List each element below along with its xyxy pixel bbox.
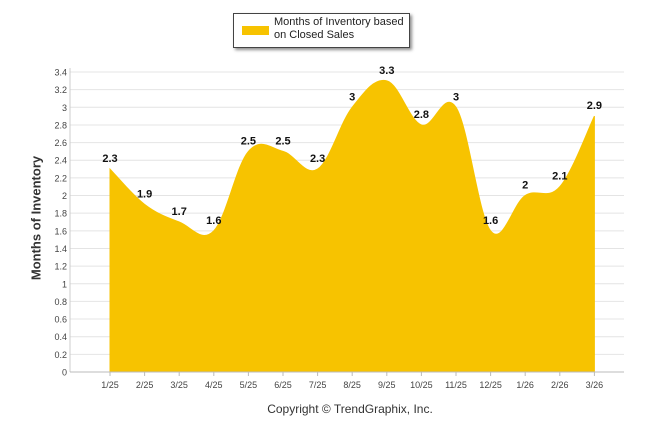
x-tick-label: 5/25: [240, 380, 258, 390]
x-tick-label: 2/26: [551, 380, 569, 390]
y-tick-label: 1.2: [54, 262, 67, 272]
data-label: 3: [349, 91, 355, 103]
data-label: 3.3: [379, 65, 394, 77]
x-tick-label: 9/25: [378, 380, 396, 390]
y-tick-label: 0.2: [54, 350, 67, 360]
data-label: 2: [522, 180, 528, 192]
data-label: 1.7: [172, 206, 187, 218]
y-tick-label: 1.6: [54, 226, 67, 236]
legend-swatch: [242, 26, 269, 35]
x-tick-label: 11/25: [445, 380, 467, 390]
data-label: 1.6: [206, 215, 221, 227]
data-label: 2.3: [102, 153, 117, 165]
x-tick-label: 1/26: [516, 380, 534, 390]
y-tick-label: 1: [62, 279, 67, 289]
y-tick-label: 0.4: [54, 332, 67, 342]
data-label: 2.3: [310, 153, 325, 165]
y-tick-label: 3.2: [54, 85, 67, 95]
data-label: 2.5: [241, 135, 256, 147]
y-tick-label: 0.8: [54, 297, 67, 307]
y-tick-label: 2.4: [54, 156, 67, 166]
y-tick-label: 1.8: [54, 209, 67, 219]
x-tick-label: 6/25: [274, 380, 292, 390]
y-tick-label: 2.6: [54, 138, 67, 148]
y-tick-label: 2.2: [54, 173, 67, 183]
y-tick-label: 3.4: [54, 68, 67, 78]
x-tick-label: 12/25: [479, 380, 502, 390]
x-tick-label: 10/25: [410, 380, 433, 390]
y-tick-label: 3: [62, 103, 67, 113]
y-tick-label: 1.4: [54, 244, 67, 254]
x-tick-label: 3/25: [170, 380, 188, 390]
area-series: [109, 79, 595, 373]
data-label: 1.6: [483, 215, 498, 227]
y-tick-label: 0: [62, 368, 67, 378]
y-tick-label: 2: [62, 191, 67, 201]
data-label: 3: [453, 91, 459, 103]
data-label: 2.9: [587, 100, 602, 112]
x-tick-label: 1/25: [101, 380, 119, 390]
x-tick-label: 8/25: [343, 380, 361, 390]
x-tick-label: 3/26: [586, 380, 604, 390]
data-label: 2.1: [552, 171, 567, 183]
y-axis-title: Months of Inventory: [28, 155, 44, 281]
data-label: 2.5: [275, 135, 290, 147]
y-tick-label: 2.8: [54, 120, 67, 130]
x-tick-label: 4/25: [205, 380, 223, 390]
y-tick-label: 0.6: [54, 315, 67, 325]
data-label: 2.8: [414, 109, 429, 121]
x-tick-label: 7/25: [309, 380, 327, 390]
copyright-footer: Copyright © TrendGraphix, Inc.: [267, 402, 433, 416]
legend: Months of Inventory based on Closed Sale…: [233, 13, 410, 48]
data-label: 1.9: [137, 188, 152, 200]
x-tick-label: 2/25: [136, 380, 154, 390]
legend-label: Months of Inventory based on Closed Sale…: [274, 16, 404, 41]
